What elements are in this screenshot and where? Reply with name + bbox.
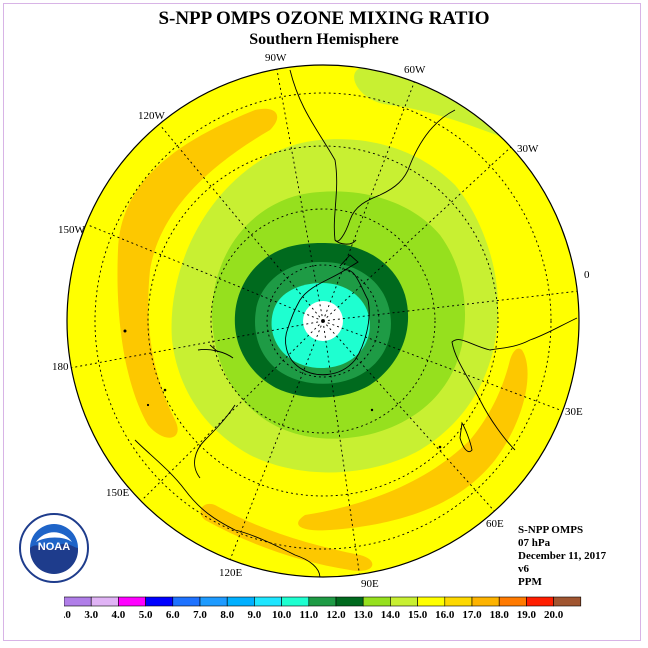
figure-frame: [3, 3, 641, 641]
lon-label-150w: 150W: [58, 224, 86, 236]
info-date: December 11, 2017: [518, 550, 607, 562]
colorbar-swatch: [444, 596, 473, 607]
lon-label-150e: 150E: [106, 487, 130, 499]
colorbar-swatch: [254, 596, 282, 607]
small-islands: [123, 329, 442, 449]
colorbar-tick-label: 19.0: [517, 609, 537, 621]
colorbar-swatch: [390, 596, 418, 607]
latitude-circles: [94, 92, 552, 550]
colorbar-swatch: [281, 596, 310, 607]
lon-label-90w: 90W: [265, 52, 287, 64]
colorbar-tick-label: 7.0: [193, 609, 207, 621]
colorbar-tick-label: 18.0: [490, 609, 510, 621]
map-title: S-NPP OMPS OZONE MIXING RATIO: [158, 8, 490, 29]
colorbar-swatch: [199, 596, 228, 607]
field-16-17-indian: [298, 348, 528, 531]
meridian-lines: [69, 65, 579, 577]
colorbar-swatch: [308, 596, 337, 607]
colorbar-tick-label: 14.0: [381, 609, 401, 621]
coastlines: [134, 69, 578, 577]
colorbar-tick-label: 11.0: [299, 609, 318, 621]
colorbar-swatch: [118, 596, 146, 607]
lon-label-60w: 60W: [404, 64, 426, 76]
colorbar-swatch: [172, 596, 201, 607]
colorbar-tick-label: 3.0: [84, 609, 98, 621]
field-16-17-south: [200, 503, 373, 572]
colorbar-swatch: [417, 596, 446, 607]
info-panel: S-NPP OMPS 07 hPa December 11, 2017 v6 P…: [518, 524, 606, 589]
colorbar-tick-label: 15.0: [408, 609, 428, 621]
lon-label-0: 0: [584, 269, 590, 281]
colorbar-tick-label: 8.0: [220, 609, 234, 621]
logo-text: NOAA: [38, 541, 70, 553]
lon-label-30w: 30W: [517, 143, 539, 155]
colorbar-tick-label: 16.0: [435, 609, 455, 621]
colorbar-swatch: [498, 596, 527, 607]
field-16-17-pacific: [117, 108, 278, 438]
lon-label-120w: 120W: [138, 110, 166, 122]
south-pole-marker: [321, 319, 325, 323]
map-subtitle: Southern Hemisphere: [249, 31, 399, 48]
colorbar-tick-label: 5.0: [139, 609, 153, 621]
lon-label-30e: 30E: [565, 406, 583, 418]
noaa-logo-icon: NOAA: [19, 513, 89, 583]
colorbar-swatch: [226, 596, 255, 607]
colorbar-tick-label: 4.0: [112, 609, 126, 621]
colorbar-swatch: [90, 596, 119, 607]
colorbar: 2.0 3.0 4.0 5.0 6.0 7.0 8.0 9.0 10.0 11.0 12.0 13.0…: [64, 596, 582, 621]
colorbar-tick-label: 17.0: [462, 609, 482, 621]
lon-label-90e: 90E: [361, 578, 379, 590]
colorbar-tick-label: 20.0: [544, 609, 564, 621]
info-version: v6: [518, 563, 529, 575]
colorbar-swatch: [335, 596, 364, 607]
info-instrument: S-NPP OMPS: [518, 524, 584, 536]
colorbar-tick-label: 6.0: [166, 609, 180, 621]
colorbar-swatch: [64, 596, 92, 607]
colorbar-swatch: [553, 596, 582, 607]
lon-label-180: 180: [52, 361, 69, 373]
colorbar-tick-label: 12.0: [326, 609, 346, 621]
colorbar-tick-label: 9.0: [248, 609, 262, 621]
colorbar-swatch: [362, 596, 391, 607]
colorbar-swatch: [471, 596, 500, 607]
lon-label-120e: 120E: [219, 567, 243, 579]
map-disc-border: [66, 64, 580, 578]
info-level: 07 hPa: [518, 537, 551, 549]
info-units: PPM: [518, 576, 542, 588]
colorbar-swatch: [526, 596, 554, 607]
colorbar-tick-label: 2.0: [64, 609, 71, 621]
colorbar-tick-label: 13.0: [354, 609, 374, 621]
lon-label-60e: 60E: [486, 518, 504, 530]
colorbar-tick-label: 10.0: [272, 609, 292, 621]
colorbar-swatch: [145, 596, 174, 607]
